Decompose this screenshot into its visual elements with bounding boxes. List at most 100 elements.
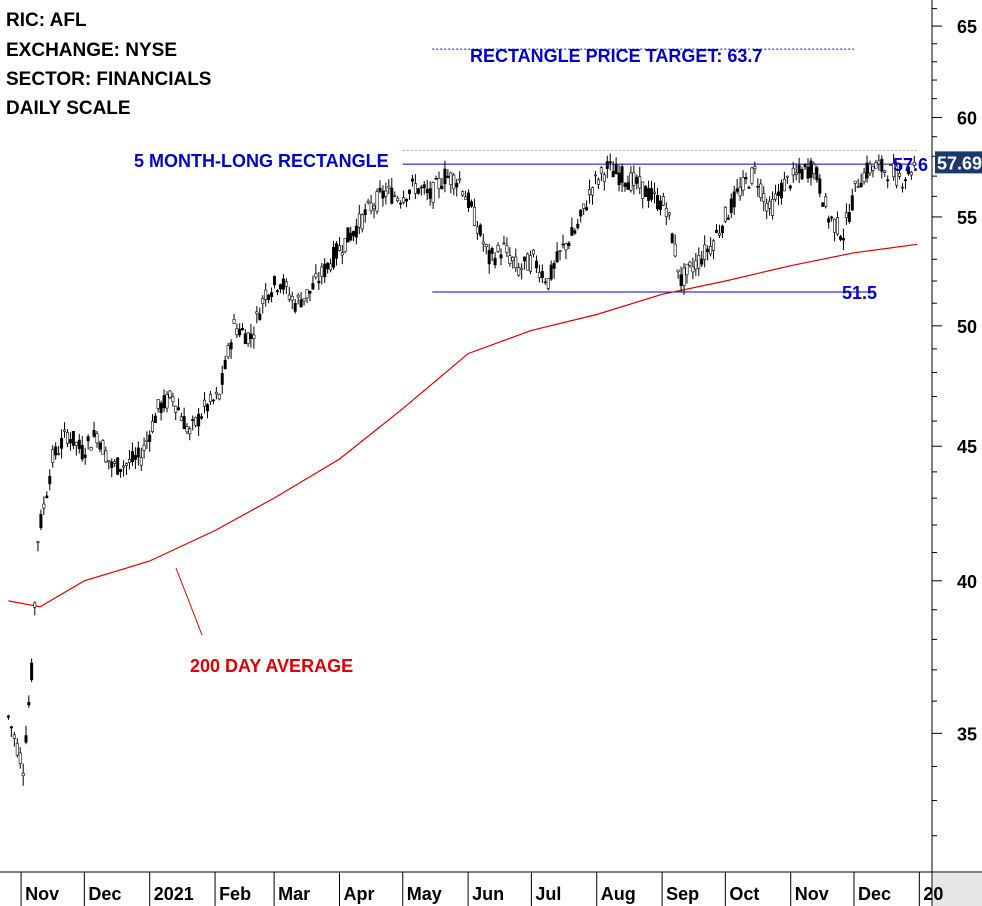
candle-body bbox=[540, 271, 544, 278]
target-label: RECTANGLE PRICE TARGET: 63.7 bbox=[470, 46, 762, 66]
candle-body bbox=[824, 196, 828, 207]
candle-body bbox=[83, 454, 87, 458]
candle-body bbox=[65, 432, 69, 444]
candle-body bbox=[723, 206, 727, 222]
candle-body bbox=[162, 395, 166, 409]
candle-body bbox=[717, 233, 721, 236]
candle-body bbox=[422, 184, 426, 189]
candle-body bbox=[122, 465, 126, 468]
candle-body bbox=[419, 186, 423, 189]
candle-body bbox=[185, 426, 189, 433]
resistance-value-label: 57.6 bbox=[893, 155, 928, 175]
candle-body bbox=[806, 166, 810, 179]
x-tick-label: 20 bbox=[923, 884, 943, 904]
candle-body bbox=[179, 416, 183, 421]
x-tick-label: Aug bbox=[601, 884, 636, 904]
candle-body bbox=[670, 233, 674, 244]
candle-body bbox=[726, 217, 730, 220]
candle-body bbox=[217, 393, 221, 400]
candle-body bbox=[529, 255, 533, 272]
ma-pointer-line bbox=[175, 567, 203, 636]
candle-body bbox=[700, 258, 704, 265]
candle-body bbox=[664, 207, 668, 217]
candle-body bbox=[830, 216, 834, 219]
candle-body bbox=[827, 218, 831, 223]
candle-body bbox=[393, 195, 397, 197]
candle-body bbox=[151, 420, 155, 432]
candle-body bbox=[125, 463, 129, 467]
candle-body bbox=[387, 185, 391, 189]
candle-body bbox=[567, 242, 571, 247]
candle-body bbox=[440, 185, 444, 189]
support-value-label: 51.5 bbox=[842, 283, 877, 303]
candle-body bbox=[856, 186, 860, 189]
x-tick-label: May bbox=[407, 884, 442, 904]
candle-body bbox=[889, 164, 893, 166]
candle-body bbox=[220, 373, 224, 385]
candle-body bbox=[555, 251, 559, 263]
candle-body bbox=[886, 179, 890, 182]
candle-body bbox=[874, 162, 878, 169]
x-tick-label: 2021 bbox=[154, 884, 194, 904]
candle-body bbox=[691, 266, 695, 273]
y-tick-label: 55 bbox=[957, 208, 977, 228]
rectangle-label: 5 MONTH-LONG RECTANGLE bbox=[134, 151, 389, 171]
candle-body bbox=[127, 458, 131, 463]
candle-body bbox=[487, 250, 491, 265]
candle-body bbox=[346, 227, 350, 243]
candle-body bbox=[153, 415, 157, 424]
candle-body bbox=[335, 243, 339, 259]
candle-body bbox=[667, 212, 671, 216]
candle-body bbox=[794, 172, 798, 175]
candle-body bbox=[249, 333, 253, 339]
candle-body bbox=[900, 186, 904, 189]
candle-body bbox=[591, 187, 595, 196]
candle-body bbox=[156, 399, 160, 409]
candle-body bbox=[311, 283, 315, 290]
candle-body bbox=[74, 442, 78, 446]
sector-label: SECTOR: FINANCIALS bbox=[6, 69, 212, 90]
candle-body bbox=[235, 328, 239, 336]
candle-body bbox=[853, 180, 857, 184]
candle-body bbox=[416, 188, 420, 194]
candle-body bbox=[33, 602, 37, 608]
candle-body bbox=[647, 188, 651, 201]
candle-body bbox=[697, 255, 701, 269]
candle-body bbox=[776, 191, 780, 196]
candle-body bbox=[101, 440, 105, 455]
candle-body bbox=[343, 237, 347, 252]
candle-body bbox=[51, 449, 55, 463]
x-tick-label: Feb bbox=[219, 884, 251, 904]
candle-body bbox=[119, 468, 123, 472]
candle-body bbox=[290, 296, 294, 301]
candle-body bbox=[895, 165, 899, 186]
candle-body bbox=[396, 198, 400, 201]
candle-body bbox=[877, 160, 881, 165]
candle-body bbox=[523, 256, 527, 262]
candle-body bbox=[390, 187, 394, 204]
candle-body bbox=[596, 179, 600, 185]
candle-body bbox=[9, 726, 13, 729]
candle-body bbox=[293, 302, 297, 312]
candle-body bbox=[803, 164, 807, 168]
candle-body bbox=[871, 166, 875, 171]
candle-body bbox=[526, 253, 530, 271]
candle-body bbox=[458, 178, 462, 181]
candle-body bbox=[284, 281, 288, 287]
candle-body bbox=[171, 396, 175, 402]
candle-body bbox=[865, 162, 869, 179]
candle-body bbox=[240, 327, 244, 331]
candle-body bbox=[18, 752, 22, 764]
candle-body bbox=[223, 359, 227, 370]
candle-body bbox=[602, 174, 606, 182]
candle-body bbox=[768, 200, 772, 209]
x-tick-label: Dec bbox=[88, 884, 121, 904]
candle-body bbox=[661, 196, 665, 206]
candle-body bbox=[214, 391, 218, 395]
candle-body bbox=[481, 241, 485, 245]
candle-body bbox=[360, 214, 364, 230]
candle-body bbox=[818, 178, 822, 194]
candle-body bbox=[821, 202, 825, 207]
candle-body bbox=[159, 402, 163, 414]
